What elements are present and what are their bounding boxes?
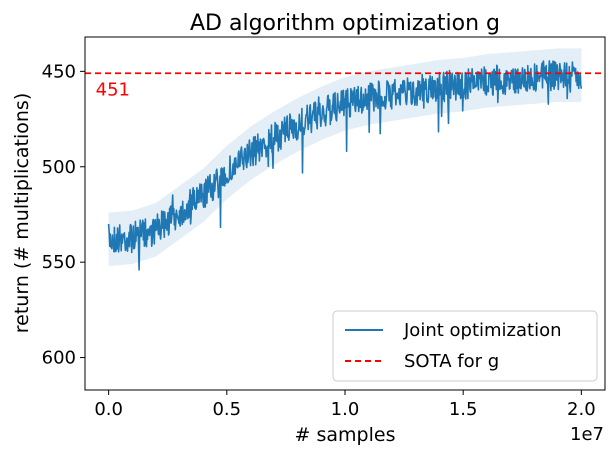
legend-label-joint: Joint optimization (403, 320, 562, 341)
y-tick-label: 450 (42, 61, 76, 82)
x-tick-label: 0.5 (212, 399, 241, 420)
x-tick-label: 1.0 (331, 399, 360, 420)
plot-area: 451 (85, 48, 605, 271)
y-axis-label: return (# multiplications) (11, 93, 33, 333)
legend-label-sota: SOTA for g (404, 351, 499, 372)
y-tick-label: 600 (42, 348, 76, 369)
annotation-sota-value: 451 (96, 79, 130, 100)
chart-title: AD algorithm optimization g (190, 11, 500, 36)
legend: Joint optimization SOTA for g (332, 310, 598, 382)
series-line-joint-optimization (107, 60, 583, 271)
x-tick-label: 1.5 (449, 399, 478, 420)
x-axis-label: # samples (295, 424, 396, 446)
x-offset-label: 1e7 (570, 424, 604, 445)
x-tick-label: 2.0 (567, 399, 596, 420)
legend-box (332, 310, 598, 382)
y-axis: 450 500 550 600 (42, 61, 85, 369)
x-tick-label: 0.0 (94, 399, 123, 420)
x-axis: 0.0 0.5 1.0 1.5 2.0 (94, 390, 596, 420)
y-tick-label: 500 (42, 157, 76, 178)
y-tick-label: 550 (42, 252, 76, 273)
